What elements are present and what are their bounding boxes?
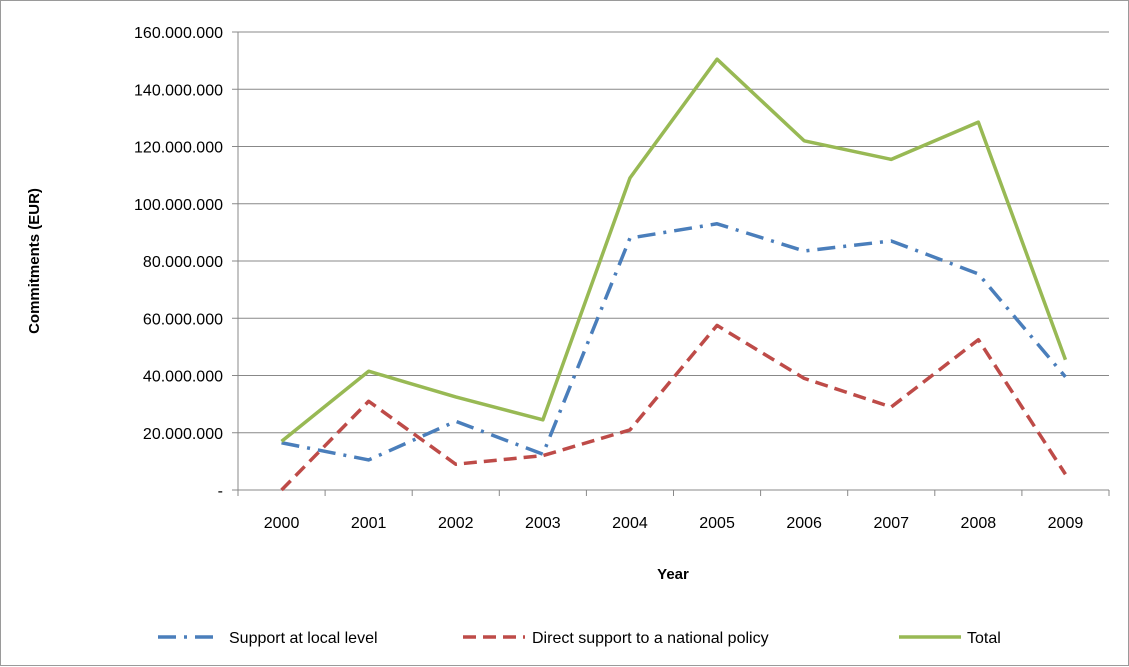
legend: Support at local level Direct support to … xyxy=(158,630,1001,647)
series-line-2 xyxy=(280,57,1068,443)
x-tick-label: 2000 xyxy=(264,515,300,532)
y-tick-label: 60.000.000 xyxy=(143,311,223,328)
x-tick-label: 2007 xyxy=(873,515,909,532)
x-tick-label: 2004 xyxy=(612,515,648,532)
y-tick-label: 20.000.000 xyxy=(143,426,223,443)
legend-label-2: Total xyxy=(967,630,1001,647)
y-tick-labels: - 20.000.000 40.000.000 60.000.000 80.000.00… xyxy=(134,25,223,500)
x-tick-label: 2009 xyxy=(1048,515,1084,532)
y-tick-label: 40.000.000 xyxy=(143,369,223,386)
axes xyxy=(232,31,1110,496)
series-line-1 xyxy=(280,323,1067,492)
x-tick-label: 2003 xyxy=(525,515,561,532)
x-tick-labels: 2000 2001 2002 2003 2004 2005 2006 2007 2008 2009 xyxy=(264,515,1084,532)
y-tick-label: - xyxy=(218,483,223,500)
y-tick-label: 160.000.000 xyxy=(134,25,223,42)
y-tick-label: 100.000.000 xyxy=(134,197,223,214)
x-axis-title: Year xyxy=(657,566,689,583)
x-tick-label: 2005 xyxy=(699,515,735,532)
x-tick-label: 2008 xyxy=(961,515,997,532)
series-line-0 xyxy=(281,222,1067,462)
legend-label-0: Support at local level xyxy=(229,630,378,647)
x-tick-label: 2002 xyxy=(438,515,474,532)
y-axis-title: Commitments (EUR) xyxy=(26,188,43,334)
x-tick-label: 2001 xyxy=(351,515,387,532)
x-tick-label: 2006 xyxy=(786,515,822,532)
y-tick-label: 120.000.000 xyxy=(134,140,223,157)
series-lines xyxy=(280,57,1068,492)
y-tick-label: 140.000.000 xyxy=(134,82,223,99)
y-tick-label: 80.000.000 xyxy=(143,254,223,271)
legend-label-1: Direct support to a national policy xyxy=(532,630,769,647)
